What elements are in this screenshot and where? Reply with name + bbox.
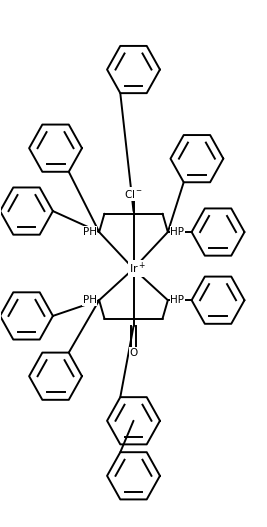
Text: PH: PH bbox=[83, 295, 96, 305]
Text: Ir$^+$: Ir$^+$ bbox=[129, 261, 146, 276]
Text: Cl$^-$: Cl$^-$ bbox=[124, 188, 143, 200]
Text: HP: HP bbox=[171, 295, 184, 305]
Text: O: O bbox=[129, 348, 138, 358]
Text: HP: HP bbox=[171, 227, 184, 237]
Text: PH: PH bbox=[83, 227, 96, 237]
